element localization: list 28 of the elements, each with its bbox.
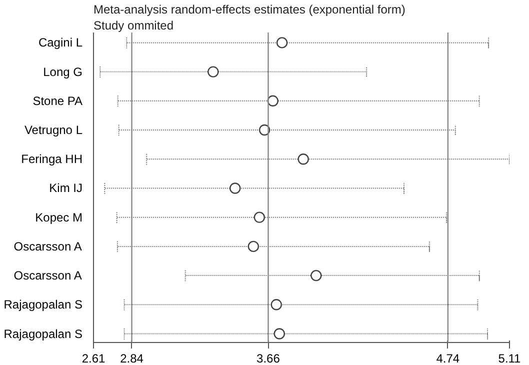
y-tick-label: Rajagopalan S: [4, 298, 83, 312]
y-tick-label: Oscarsson A: [14, 268, 82, 283]
point: [230, 182, 241, 194]
chart-title: Meta-analysis random-effects estimates (exponential form): [94, 2, 406, 16]
y-tick-label: Long G: [43, 64, 83, 79]
point: [298, 154, 309, 165]
y-tick-label: Kim IJ: [49, 181, 83, 196]
point: [254, 212, 265, 223]
x-tick-label: 5.11: [498, 352, 522, 365]
y-tick-label: Feringa HH: [21, 152, 83, 166]
y-tick-label: Stone PA: [32, 94, 82, 108]
y-tick-label: Kopec M: [35, 210, 83, 224]
point: [208, 66, 219, 78]
point: [310, 270, 322, 282]
point: [270, 299, 282, 310]
y-tick-label: Cagini L: [38, 36, 83, 50]
y-tick-label: Vetrugno L: [24, 123, 83, 138]
point: [276, 37, 288, 48]
point: [267, 95, 278, 106]
x-tick-label: 2.61: [82, 352, 106, 365]
y-tick-label: Oscarsson A: [14, 239, 82, 254]
y-tick-label: Rajagopalan S: [4, 326, 83, 341]
x-tick-label: 4.74: [436, 352, 460, 365]
x-tick-label: 3.66: [256, 352, 280, 365]
x-tick-label: 2.84: [120, 352, 144, 365]
chart-subtitle: Study ommited: [94, 18, 174, 32]
point: [248, 240, 260, 252]
point: [274, 328, 285, 340]
